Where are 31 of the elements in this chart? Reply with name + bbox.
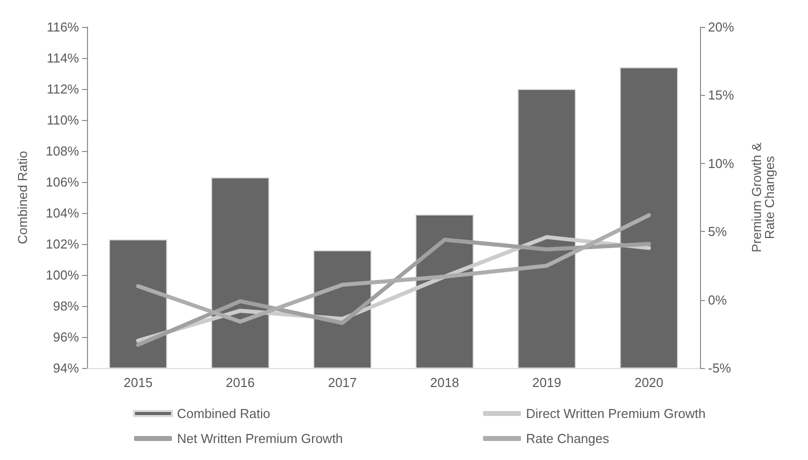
x-tick-label: 2018 (430, 375, 460, 390)
y2-tick-label: 0% (708, 292, 728, 308)
y-tick-label: 98% (52, 298, 80, 314)
y2-axis-title: Premium Growth & Rate Changes (749, 142, 777, 252)
y-tick-label: 108% (46, 144, 80, 158)
y2-tick-label: -5% (708, 360, 732, 376)
x-tick-label: 2017 (328, 375, 357, 390)
y-tick-label: 116% (46, 20, 80, 34)
legend-label: Direct Written Premium Growth (526, 406, 706, 421)
y2-tick-label: 20% (708, 20, 734, 34)
x-tick-label: 2019 (532, 375, 562, 390)
y-tick-label: 102% (46, 236, 80, 252)
y-tick-label: 112% (46, 82, 80, 96)
line-series (136, 213, 651, 324)
y2-tick-label: 15% (708, 88, 734, 103)
y-tick-label: 106% (46, 174, 80, 190)
x-tick-label: 2020 (634, 375, 664, 390)
y-tick-label: 104% (46, 206, 80, 220)
y-tick-label: 96% (52, 330, 80, 344)
y-tick-label: 100% (46, 268, 80, 282)
legend-label: Rate Changes (526, 431, 610, 446)
y-tick-label: 110% (46, 112, 80, 128)
y2-tick-label: 10% (708, 156, 734, 171)
y2-tick-label: 5% (708, 224, 728, 240)
y-axis-title: Combined Ratio (15, 150, 30, 244)
y-tick-label: 114% (46, 50, 80, 66)
x-tick-label: 2016 (226, 375, 255, 390)
legend-label: Net Written Premium Growth (177, 431, 343, 446)
y-tick-label: 94% (52, 360, 80, 376)
x-tick-label: 2015 (124, 375, 153, 390)
legend-label: Combined Ratio (177, 406, 270, 421)
